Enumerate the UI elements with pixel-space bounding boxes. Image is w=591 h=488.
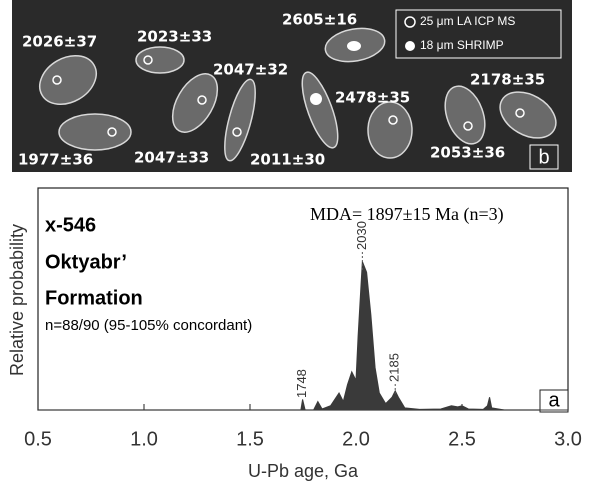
chart: x-546 Oktyabr’ Formation n=88/90 (95-105…	[7, 187, 582, 481]
grain	[135, 46, 185, 74]
plot-frame	[37, 187, 569, 411]
x-tick-label: 2.5	[448, 428, 476, 450]
peak-label: 1748	[294, 369, 309, 398]
grain-age: 2011±30	[250, 151, 325, 169]
grain-age: 1977±36	[18, 151, 93, 169]
legend-symbol	[404, 16, 416, 28]
la-spot	[515, 108, 525, 118]
panel-label-box	[529, 144, 559, 170]
la-spot	[143, 55, 153, 65]
formation-name: Formation	[45, 287, 143, 309]
legend: 25 μm LA ICP MS 18 μm SHRIMP	[395, 9, 562, 59]
panel-label: a	[548, 389, 560, 411]
concordance-note: n=88/90 (95-105% concordant)	[45, 317, 252, 334]
legend-label: 18 μm SHRIMP	[420, 38, 504, 52]
la-spot	[463, 121, 473, 131]
grains	[39, 27, 557, 162]
grain-panel: 2026±37 2023±33 2605±16 2047±32 2478±35 …	[12, 0, 572, 172]
grain-age: 2178±35	[470, 71, 545, 89]
panel-label-box	[539, 389, 569, 413]
formation-name: Oktyabr’	[45, 251, 127, 273]
legend-symbol	[405, 41, 415, 51]
grain	[171, 73, 219, 133]
sample-id: x-546	[45, 214, 96, 236]
la-spot	[197, 95, 207, 105]
grain	[224, 78, 256, 162]
grain-age: 2023±33	[137, 28, 212, 46]
shrimp-spot	[310, 93, 322, 105]
grain	[301, 71, 339, 149]
grain	[367, 101, 413, 159]
peak-label: 2185	[387, 353, 402, 382]
grain	[39, 55, 97, 105]
shrimp-spot	[347, 41, 361, 51]
la-spot	[232, 127, 242, 137]
grain	[58, 113, 132, 151]
la-spot	[52, 75, 62, 85]
grain	[499, 91, 557, 139]
grain-age: 2605±16	[282, 11, 357, 29]
la-spot	[107, 127, 117, 137]
x-tick-label: 1.0	[130, 428, 158, 450]
x-axis-label: U-Pb age, Ga	[248, 461, 359, 481]
la-spot	[388, 115, 398, 125]
x-tick-label: 1.5	[236, 428, 264, 450]
spot-markers	[52, 55, 525, 137]
mda-note: MDA= 1897±15 Ma (n=3)	[310, 204, 504, 225]
peak-label: 2030	[354, 221, 369, 250]
legend-label: 25 μm LA ICP MS	[420, 14, 515, 28]
grain-age: 2478±35	[335, 89, 410, 107]
grain	[444, 85, 486, 145]
grain-age: 2047±33	[134, 149, 209, 167]
y-axis-label: Relative probability	[7, 224, 27, 376]
x-tick-label: 3.0	[554, 428, 582, 450]
panel-label: b	[538, 146, 549, 168]
legend-box	[395, 9, 562, 59]
probability-area	[38, 261, 568, 411]
x-tick-label: 2.0	[342, 428, 370, 450]
grain-age: 2026±37	[22, 33, 97, 51]
grain-age: 2053±36	[430, 144, 505, 162]
x-tick-label: 0.5	[24, 428, 52, 450]
grain-age: 2047±32	[213, 61, 288, 79]
